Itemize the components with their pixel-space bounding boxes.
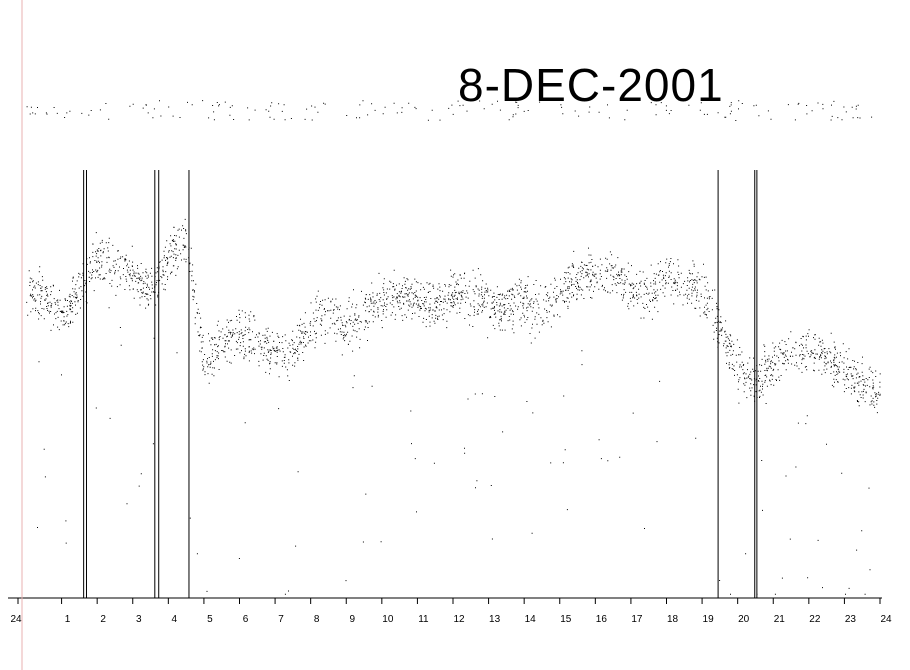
x-tick-label: 18 xyxy=(667,614,679,625)
x-ticks: 24 1 2 3 4 5 6 7 8 9 10 11 12 13 14 15 16 17 18 19 20 21 22 23 2… xyxy=(10,598,892,625)
x-tick-label: 11 xyxy=(418,614,429,625)
x-tick-label: 2 xyxy=(100,614,106,625)
x-tick-label: 14 xyxy=(525,614,537,625)
x-tick-label: 5 xyxy=(207,614,213,625)
x-tick-label: 9 xyxy=(349,614,355,625)
x-tick-label: 24 xyxy=(10,614,22,625)
x-tick-label: 6 xyxy=(243,614,249,625)
x-tick-label: 16 xyxy=(596,614,608,625)
x-tick-label: 12 xyxy=(453,614,465,625)
x-tick-label: 20 xyxy=(738,614,750,625)
x-tick-label: 23 xyxy=(845,614,857,625)
x-tick-label: 10 xyxy=(382,614,394,625)
x-tick-label: 8 xyxy=(314,614,320,625)
gap-markers xyxy=(83,170,758,598)
x-tick-label: 24 xyxy=(880,614,892,625)
x-tick-label: 15 xyxy=(560,614,572,625)
x-tick-label: 1 xyxy=(65,614,71,625)
x-tick-label: 17 xyxy=(631,614,643,625)
x-tick-label: 19 xyxy=(703,614,715,625)
x-tick-label: 13 xyxy=(489,614,501,625)
x-tick-label: 7 xyxy=(278,614,284,625)
chart-title: 8-DEC-2001 xyxy=(458,59,724,111)
x-tick-label: 4 xyxy=(172,614,178,625)
x-tick-label: 22 xyxy=(809,614,821,625)
x-tick-label: 21 xyxy=(774,614,786,625)
x-tick-label: 3 xyxy=(136,614,142,625)
